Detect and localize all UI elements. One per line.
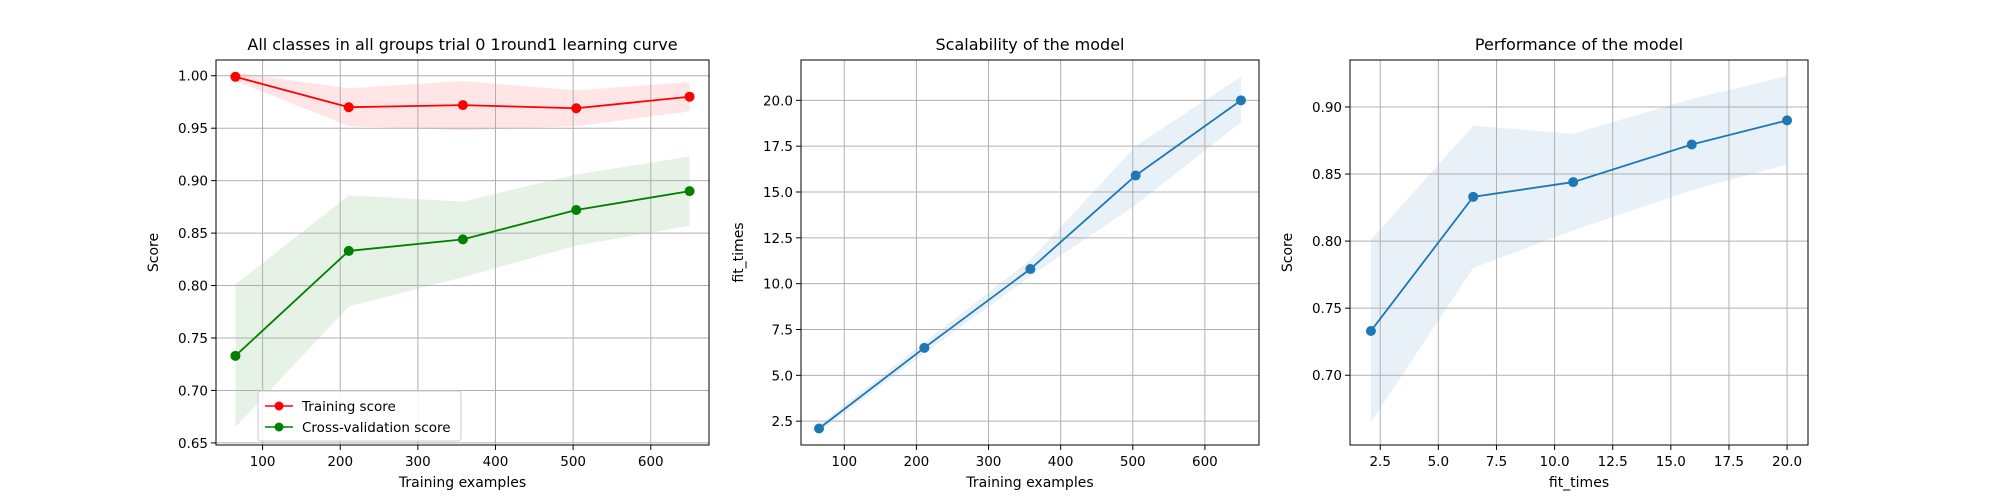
- series-0-point: [814, 423, 825, 434]
- series-0-point: [684, 91, 695, 102]
- x-tick-label: 500: [560, 454, 586, 470]
- x-tick-label: 17.5: [1714, 454, 1744, 470]
- y-tick-label: 0.75: [178, 331, 208, 347]
- x-axis-label: Training examples: [398, 475, 526, 491]
- series-0-point: [919, 342, 930, 353]
- y-tick-label: 2.5: [772, 414, 793, 430]
- y-tick-label: 0.70: [1312, 368, 1342, 384]
- series-0-point: [1468, 191, 1479, 202]
- legend-cv-label: Cross-validation score: [302, 420, 451, 436]
- x-tick-label: 10.0: [1540, 454, 1570, 470]
- series-0-point: [1782, 115, 1793, 126]
- series-0-point: [1130, 170, 1141, 181]
- series-0-point: [343, 102, 354, 113]
- y-tick-label: 0.85: [178, 226, 208, 242]
- x-tick-label: 100: [250, 454, 276, 470]
- x-axis-label: fit_times: [1549, 475, 1609, 491]
- y-tick-label: 0.75: [1312, 301, 1342, 317]
- series-1-point: [230, 350, 241, 361]
- x-tick-label: 400: [483, 454, 509, 470]
- x-tick-label: 500: [1120, 454, 1146, 470]
- x-tick-label: 300: [976, 454, 1002, 470]
- y-tick-label: 5.0: [772, 368, 793, 384]
- y-tick-label: 0.90: [1312, 100, 1342, 116]
- x-tick-label: 7.5: [1486, 454, 1507, 470]
- y-axis-label: Score: [146, 233, 162, 272]
- y-tick-label: 7.5: [772, 323, 793, 339]
- x-tick-label: 600: [638, 454, 664, 470]
- series-1-point: [571, 205, 582, 216]
- y-tick-label: 0.95: [178, 121, 208, 137]
- x-tick-label: 300: [405, 454, 431, 470]
- y-tick-label: 0.65: [178, 436, 208, 452]
- x-tick-label: 12.5: [1598, 454, 1628, 470]
- chart-title: Scalability of the model: [936, 35, 1125, 54]
- series-0-point: [1365, 325, 1376, 336]
- plot-frame: [1349, 59, 1809, 446]
- x-axis-label: Training examples: [965, 475, 1093, 491]
- chart-title: All classes in all groups trial 0 1round…: [247, 35, 677, 54]
- series-0-point: [230, 71, 241, 82]
- performance-panel: 2.5 5.0 7.5 10.0 12.5 15.0 17.5 20.0 0.70 0.75 0.8…: [1280, 35, 1809, 491]
- series-0-point: [1686, 139, 1697, 150]
- x-tick-label: 200: [327, 454, 353, 470]
- series-0-point: [1025, 264, 1036, 274]
- y-tick-label: 10.0: [763, 277, 793, 293]
- y-tick-label: 15.0: [763, 185, 793, 201]
- y-tick-label: 12.5: [763, 231, 793, 247]
- series-0-point: [1568, 177, 1579, 188]
- series-0-point: [1235, 95, 1246, 106]
- legend-training-marker: [274, 401, 284, 411]
- y-tick-label: 0.90: [178, 174, 208, 190]
- y-tick-label: 0.85: [1312, 167, 1342, 183]
- y-tick-label: 20.0: [763, 93, 793, 109]
- legend-box: [257, 390, 462, 442]
- y-tick-label: 0.80: [178, 279, 208, 295]
- x-tick-label: 15.0: [1656, 454, 1686, 470]
- legend: Training score Cross-validation score: [257, 390, 462, 442]
- series-1-point: [343, 245, 354, 256]
- x-tick-label: 2.5: [1369, 454, 1390, 470]
- y-tick-label: 1.00: [178, 69, 208, 85]
- chart-title: Performance of the model: [1475, 35, 1683, 54]
- y-tick-label: 0.70: [178, 383, 208, 399]
- x-tick-label: 600: [1192, 454, 1218, 470]
- plot-frame: [215, 59, 710, 446]
- legend-training-label: Training score: [301, 399, 396, 415]
- series-0-point: [571, 103, 582, 114]
- learning-curve-panel: 100 200 300 400 500 600 0.65 0.70 0.75 0.80 0.85 0.…: [146, 35, 710, 491]
- series-1-point: [684, 186, 695, 197]
- scalability-panel: 100 200 300 400 500 600 2.5 5.0 7.5 10.0 12.5 15.0 1…: [731, 35, 1260, 491]
- x-tick-label: 20.0: [1772, 454, 1802, 470]
- series-1-confidence-band: [235, 156, 690, 428]
- series-0-point: [457, 100, 468, 111]
- legend-cv-marker: [274, 422, 284, 432]
- y-axis-label: fit_times: [731, 222, 747, 282]
- x-tick-label: 400: [1048, 454, 1074, 470]
- x-tick-label: 5.0: [1428, 454, 1449, 470]
- series-0-confidence-band: [1370, 76, 1788, 423]
- x-tick-label: 100: [831, 454, 857, 470]
- plot-frame: [800, 59, 1260, 446]
- y-tick-label: 17.5: [763, 139, 793, 155]
- x-tick-label: 200: [904, 454, 930, 470]
- y-axis-label: Score: [1280, 233, 1296, 272]
- y-tick-label: 0.80: [1312, 234, 1342, 250]
- series-1-point: [457, 234, 468, 245]
